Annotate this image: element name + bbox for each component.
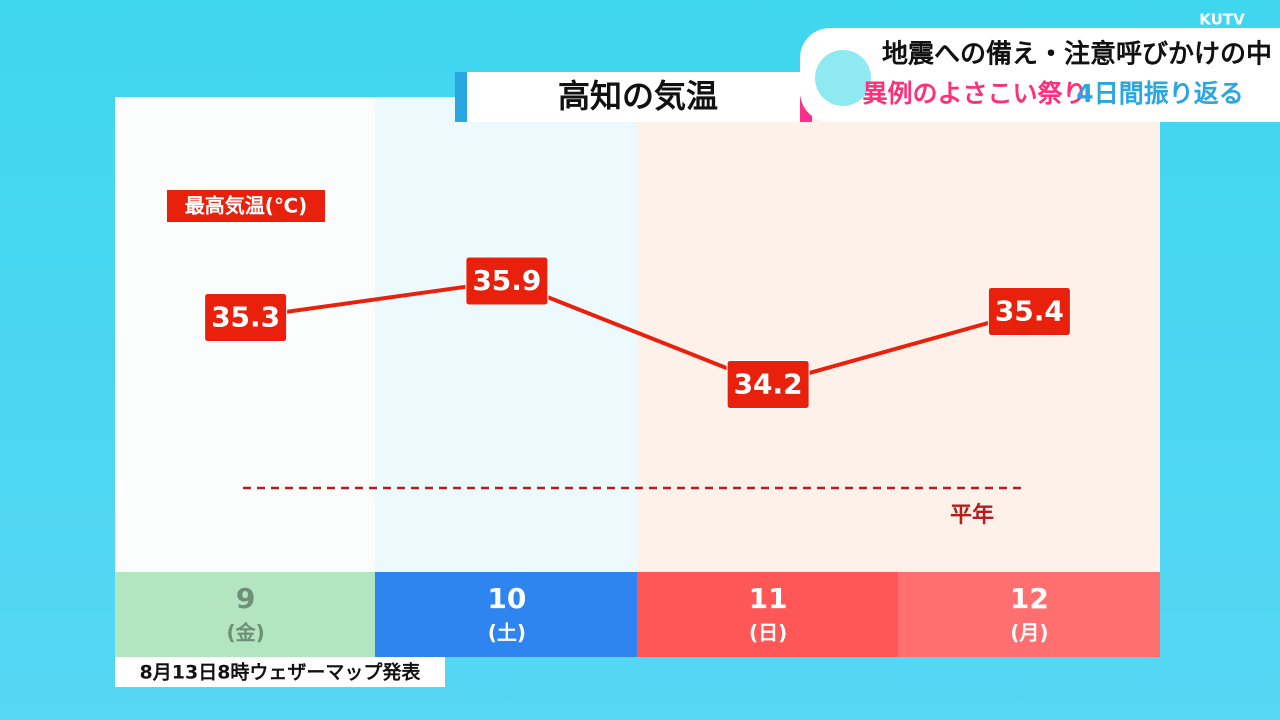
tab-edge <box>455 72 467 122</box>
value-label: 35.9 <box>472 264 541 297</box>
day-band <box>637 572 898 657</box>
subline: 4日間振り返る <box>1076 79 1243 108</box>
value-label-box <box>987 286 1071 336</box>
day-band <box>898 572 1160 657</box>
column-bg <box>637 97 1160 572</box>
chart-title: 高知の気温 <box>558 77 718 115</box>
footer-box <box>115 657 445 687</box>
day-band <box>115 572 375 657</box>
x-tick-label: 11 <box>749 582 788 615</box>
footer: 8月13日8時ウェザーマップ発表 <box>140 661 422 684</box>
value-label: 35.4 <box>995 294 1064 327</box>
title-tab <box>455 72 810 122</box>
x-tick-label: 12 <box>1010 582 1049 615</box>
value-label-box <box>726 360 810 409</box>
value-label-box <box>465 256 549 306</box>
day-band <box>375 572 637 657</box>
headline: 地震への備え・注意呼びかけの中 <box>882 39 1272 70</box>
subline: 異例のよさこい祭り <box>862 79 1087 108</box>
weekday-label: (金) <box>226 621 264 645</box>
series-label: 最高気温(℃) <box>185 194 308 218</box>
series-label-box <box>167 190 325 222</box>
normal-label: 平年 <box>950 502 994 528</box>
weekday-label: (日) <box>749 621 787 645</box>
x-tick-label: 10 <box>487 582 526 615</box>
news-banner <box>800 28 1280 122</box>
value-label: 34.2 <box>734 368 803 401</box>
data-line <box>245 278 1030 387</box>
x-tick-label: 9 <box>236 582 255 615</box>
channel-logo: KUTV <box>1199 11 1245 29</box>
banner-logo <box>815 50 871 106</box>
weekday-label: (土) <box>488 621 526 645</box>
value-label: 35.3 <box>211 301 280 334</box>
column-bg <box>375 97 637 572</box>
value-label-box <box>204 293 288 343</box>
weekday-label: (月) <box>1010 621 1048 645</box>
